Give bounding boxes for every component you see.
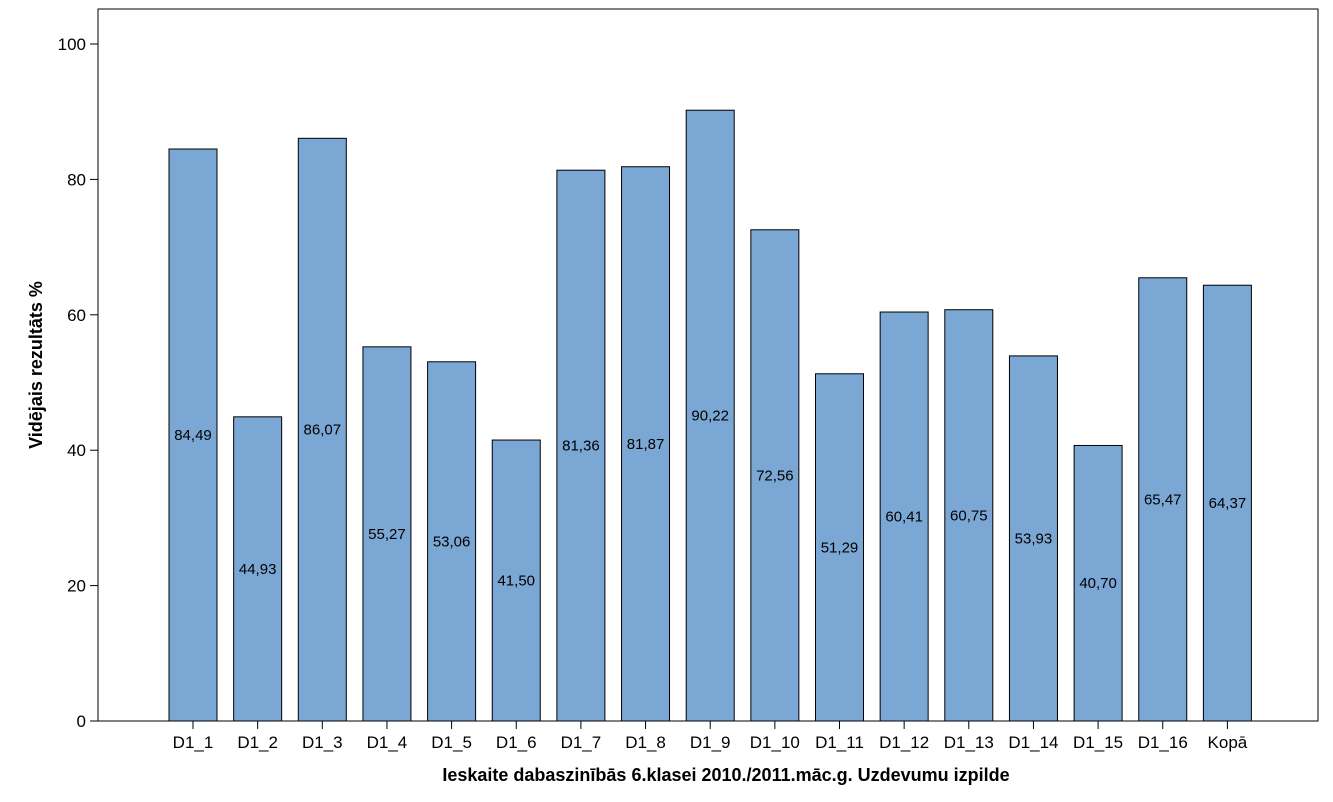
bar-value-label: 53,93 [1015, 530, 1053, 547]
bar-value-label: 81,36 [562, 438, 600, 455]
bar-value-label: 86,07 [304, 422, 342, 439]
x-axis-title: Ieskaite dabaszinībās 6.klasei 2010./201… [442, 765, 1009, 785]
bar-value-label: 72,56 [756, 467, 794, 484]
bar [621, 166, 671, 722]
bar-value-label: 84,49 [174, 427, 212, 444]
bar [297, 137, 347, 722]
bar [556, 169, 606, 722]
x-tick-label: D1_3 [302, 733, 343, 752]
bar [944, 309, 994, 722]
bar [1138, 277, 1188, 722]
x-tick-label: D1_11 [815, 733, 864, 752]
x-tick-label: Kopā [1208, 733, 1248, 752]
y-axis: 0 20 40 60 80 100 [58, 35, 98, 731]
y-tick-label: 0 [77, 712, 86, 731]
y-tick-label: 100 [58, 35, 86, 54]
x-tick-label: D1_10 [750, 733, 800, 752]
x-axis: D1_1 D1_2 D1_3 D1_4 D1_5 D1_6 D1_7 D1_8 D1_9 D1_1… [173, 721, 1248, 752]
bar [1202, 284, 1252, 722]
bar-value-label: 81,87 [627, 436, 665, 453]
bar [168, 148, 218, 722]
bar [233, 416, 283, 722]
y-axis-title: Vidējais rezultāts % [26, 281, 46, 449]
bar [1073, 444, 1123, 722]
x-tick-label: D1_15 [1073, 733, 1123, 752]
bar [879, 311, 929, 722]
bar-value-label: 41,50 [497, 573, 535, 590]
x-tick-label: D1_7 [561, 733, 602, 752]
bar-value-label: 60,75 [950, 507, 988, 524]
bar [1008, 355, 1058, 722]
bar-value-label: 51,29 [821, 539, 859, 556]
bar-value-label: 90,22 [691, 408, 729, 425]
bar-value-label: 60,41 [885, 509, 923, 526]
x-tick-label: D1_12 [879, 733, 929, 752]
y-tick-label: 40 [67, 441, 86, 460]
bar-value-label: 55,27 [368, 526, 406, 543]
x-tick-label: D1_6 [496, 733, 537, 752]
bar-value-label: 65,47 [1144, 491, 1182, 508]
bar-value-label: 53,06 [433, 533, 471, 550]
x-tick-label: D1_2 [237, 733, 278, 752]
y-tick-label: 80 [67, 170, 86, 189]
bars: 84,49 44,93 86,07 55,27 53,06 41,50 81,36 81,87… [168, 109, 1252, 722]
x-tick-label: D1_5 [431, 733, 472, 752]
bar-value-label: 44,93 [239, 561, 277, 578]
x-tick-label: D1_14 [1008, 733, 1058, 752]
x-tick-label: D1_8 [625, 733, 666, 752]
y-tick-label: 20 [67, 577, 86, 596]
bar [815, 373, 864, 722]
bar [685, 109, 735, 722]
bar-value-label: 64,37 [1209, 495, 1247, 512]
x-tick-label: D1_9 [690, 733, 731, 752]
x-tick-label: D1_1 [173, 733, 214, 752]
y-tick-label: 60 [67, 306, 86, 325]
bar [491, 439, 541, 722]
bar-value-label: 40,70 [1079, 575, 1117, 592]
x-tick-label: D1_16 [1138, 733, 1188, 752]
x-tick-label: D1_13 [944, 733, 994, 752]
x-tick-label: D1_4 [367, 733, 408, 752]
